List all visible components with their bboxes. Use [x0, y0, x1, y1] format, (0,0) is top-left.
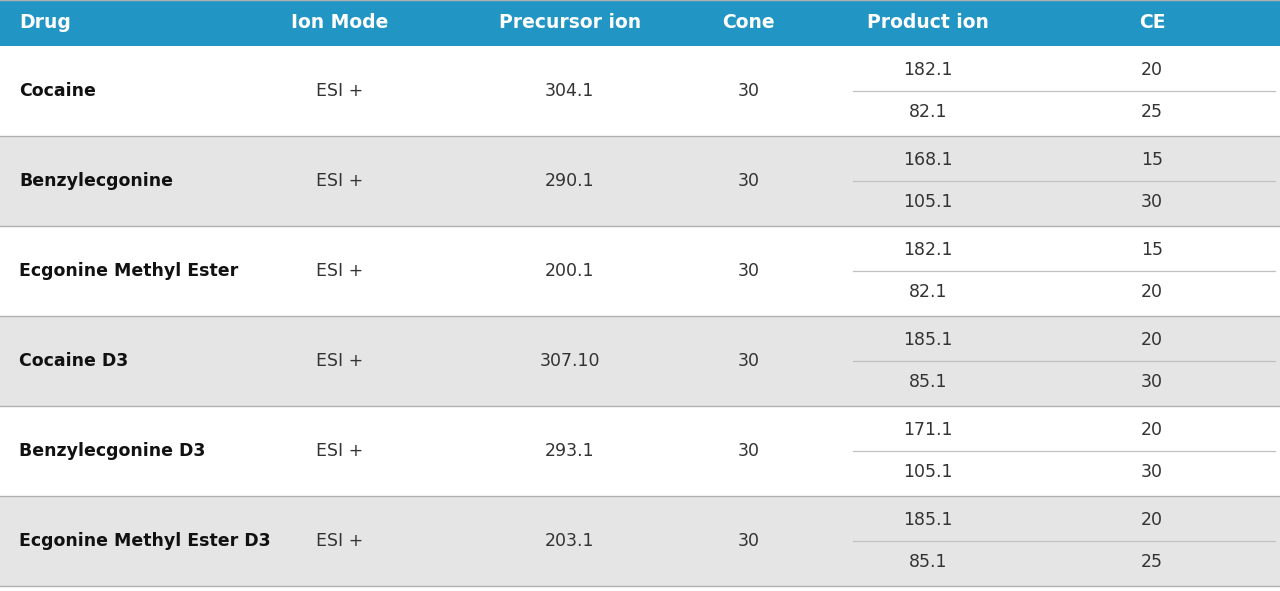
Text: 20: 20 [1140, 421, 1164, 439]
Text: 185.1: 185.1 [904, 332, 952, 349]
Text: ESI +: ESI + [316, 352, 362, 370]
Text: ESI +: ESI + [316, 172, 362, 190]
Bar [0, 0, 1280, 46]
Text: ESI +: ESI + [316, 532, 362, 550]
Text: ESI +: ESI + [316, 442, 362, 460]
Text: 200.1: 200.1 [545, 262, 594, 280]
Text: 293.1: 293.1 [545, 442, 594, 460]
Text: 30: 30 [737, 442, 760, 460]
Bar [0, 496, 1280, 586]
Text: 20: 20 [1140, 511, 1164, 530]
Text: 20: 20 [1140, 332, 1164, 349]
Text: 182.1: 182.1 [904, 241, 952, 259]
Text: Cocaine D3: Cocaine D3 [19, 352, 128, 370]
Text: 30: 30 [737, 262, 760, 280]
Text: ESI +: ESI + [316, 82, 362, 100]
Text: ESI +: ESI + [316, 262, 362, 280]
Text: 15: 15 [1140, 241, 1164, 259]
Text: 30: 30 [737, 532, 760, 550]
Text: 203.1: 203.1 [545, 532, 594, 550]
Text: 20: 20 [1140, 282, 1164, 301]
Text: 30: 30 [737, 352, 760, 370]
Text: Precursor ion: Precursor ion [498, 14, 641, 33]
Text: Ecgonine Methyl Ester: Ecgonine Methyl Ester [19, 262, 238, 280]
Text: 168.1: 168.1 [904, 151, 952, 169]
Text: 30: 30 [1140, 193, 1164, 211]
Text: 20: 20 [1140, 61, 1164, 79]
Bar [0, 226, 1280, 316]
Text: 30: 30 [1140, 373, 1164, 391]
Text: 307.10: 307.10 [539, 352, 600, 370]
Text: CE: CE [1139, 14, 1165, 33]
Text: 30: 30 [1140, 463, 1164, 480]
Bar [0, 46, 1280, 136]
Text: 15: 15 [1140, 151, 1164, 169]
Text: 185.1: 185.1 [904, 511, 952, 530]
Text: 105.1: 105.1 [904, 463, 952, 480]
Bar [0, 406, 1280, 496]
Text: 290.1: 290.1 [545, 172, 594, 190]
Bar [0, 136, 1280, 226]
Text: Ion Mode: Ion Mode [291, 14, 388, 33]
Text: 25: 25 [1140, 553, 1164, 571]
Text: Benzylecgonine D3: Benzylecgonine D3 [19, 442, 206, 460]
Text: Ecgonine Methyl Ester D3: Ecgonine Methyl Ester D3 [19, 532, 271, 550]
Text: Cocaine: Cocaine [19, 82, 96, 100]
Bar [0, 316, 1280, 406]
Text: Benzylecgonine: Benzylecgonine [19, 172, 173, 190]
Text: 182.1: 182.1 [904, 61, 952, 79]
Text: 82.1: 82.1 [909, 282, 947, 301]
Text: 85.1: 85.1 [909, 373, 947, 391]
Text: 82.1: 82.1 [909, 103, 947, 121]
Text: Cone: Cone [722, 14, 776, 33]
Text: 171.1: 171.1 [904, 421, 952, 439]
Text: 105.1: 105.1 [904, 193, 952, 211]
Text: 85.1: 85.1 [909, 553, 947, 571]
Text: Product ion: Product ion [867, 14, 989, 33]
Text: Drug: Drug [19, 14, 72, 33]
Text: 304.1: 304.1 [545, 82, 594, 100]
Text: 25: 25 [1140, 103, 1164, 121]
Text: 30: 30 [737, 172, 760, 190]
Text: 30: 30 [737, 82, 760, 100]
